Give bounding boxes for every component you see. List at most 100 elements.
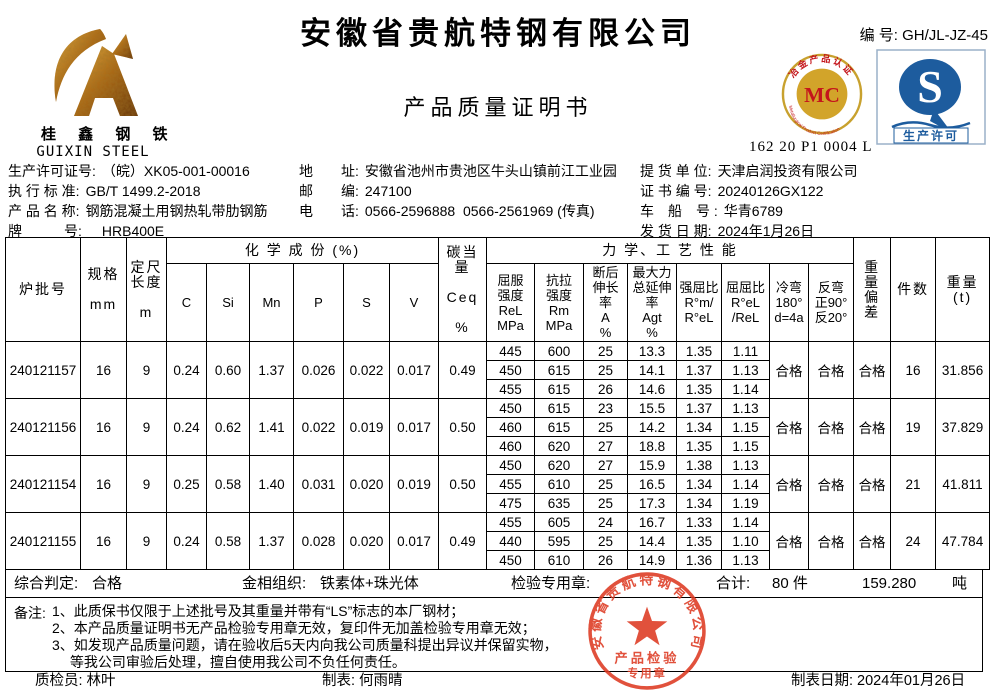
- mech-cell: 460: [486, 436, 535, 456]
- chem-cell: 0.60: [206, 341, 250, 399]
- mech-cell: 1.36: [676, 550, 722, 570]
- chem-cell: 0.017: [389, 341, 439, 399]
- length-cell: 9: [126, 455, 167, 513]
- chem-cell: 0.028: [293, 512, 344, 570]
- chem-cell: 0.020: [343, 512, 390, 570]
- qs-label: 生产许可: [903, 128, 959, 143]
- mech-cell: 635: [534, 493, 584, 513]
- mech-cell: 455: [486, 474, 535, 494]
- mech-cell: 24: [583, 512, 628, 532]
- info-label: 提 货 单 位:: [640, 163, 712, 179]
- chem-cell: 0.026: [293, 341, 344, 399]
- batch-cell: 240121155: [5, 512, 81, 570]
- mech-cell: 14.9: [627, 550, 677, 570]
- info-label: 邮 编:: [299, 183, 359, 199]
- mech-cell: 615: [534, 379, 584, 399]
- mech-cell: 1.13: [721, 360, 770, 380]
- col-rebend: 反弯 正90° 反20°: [807, 263, 855, 342]
- qs-production-license-icon: S 生产许可: [876, 49, 986, 145]
- mech-cell: 26: [583, 550, 628, 570]
- footer-row: 质检员: 林叶 制表: 何雨晴 制表日期: 2024年01月26日: [0, 668, 996, 694]
- info-value: 安徽省池州市贵池区牛头山镇前江工业园: [364, 163, 617, 179]
- col-v: V: [389, 263, 439, 342]
- mech-cell: 15.9: [627, 455, 677, 475]
- table-body: 240121157 16 9 0.24 0.60 1.37 0.026 0.022 0.017 0…: [5, 341, 991, 570]
- weight-dev-cell: 合格: [853, 512, 892, 570]
- col-ratio1: 强屈比 R°m/ R°eL: [676, 263, 722, 342]
- mech-cell: 1.35: [676, 531, 722, 551]
- mech-cell: 615: [534, 398, 584, 418]
- total-label: 合计:: [716, 575, 751, 592]
- ceq-cell: 0.49: [438, 512, 487, 570]
- company-title: 安徽省贵航特钢有限公司: [300, 16, 696, 51]
- batch-cell: 240121156: [5, 398, 81, 456]
- rebend-cell: 合格: [807, 512, 855, 570]
- mech-cell: 16.7: [627, 512, 677, 532]
- mech-cell: 610: [534, 550, 584, 570]
- mech-cell: 445: [486, 341, 535, 361]
- chem-cell: 0.58: [206, 512, 250, 570]
- note-line: 3、如发现产品质量问题，请在验收后5天内向我公司质量科提出异议并保留实物，: [52, 637, 558, 653]
- result-row: 475 635 25 17.3 1.34 1.19: [6, 493, 990, 513]
- logo-cn-text: 桂 鑫 钢 铁: [41, 126, 177, 143]
- mech-cell: 610: [534, 474, 584, 494]
- ceq-cell: 0.50: [438, 398, 487, 456]
- note-line: 2、本产品质量证明书无产品检验专用章无效，复印件无加盖检验专用章无效；: [52, 620, 536, 636]
- col-batch: 炉批号: [5, 237, 81, 342]
- mech-cell: 1.13: [721, 455, 770, 475]
- result-row: 460 615 25 14.2 1.34 1.15: [6, 417, 990, 437]
- batch-cell: 240121157: [5, 341, 81, 399]
- mech-cell: 450: [486, 455, 535, 475]
- mech-cell: 475: [486, 493, 535, 513]
- chem-cell: 0.020: [343, 455, 390, 513]
- mech-cell: 1.37: [676, 398, 722, 418]
- result-row: 460 620 27 18.8 1.35 1.15: [6, 436, 990, 456]
- spec-cell: 16: [80, 398, 127, 456]
- info-label: 电 话:: [299, 203, 359, 219]
- col-mn: Mn: [249, 263, 294, 342]
- chem-cell: 0.019: [343, 398, 390, 456]
- tabulator: 制表: 何雨晴: [322, 673, 403, 689]
- note-line: 1、此质保书仅限于上述批号及其重量并带有“LS”标志的本厂钢材；: [52, 603, 465, 619]
- mech-cell: 1.14: [721, 474, 770, 494]
- info-column-right: 提 货 单 位: 天津启润投资有限公司 证 书 编 号: 20240126GX122…: [640, 161, 858, 241]
- mech-cell: 450: [486, 398, 535, 418]
- mech-cell: 615: [534, 360, 584, 380]
- mech-cell: 25: [583, 493, 628, 513]
- header-row-groups: 炉批号 规格 mm 定尺 长度 m 化 学 成 份 (%) 碳当量 Ceq % …: [5, 237, 991, 342]
- qs-letter: S: [917, 61, 943, 112]
- rebend-cell: 合格: [807, 341, 855, 399]
- cold-bend-cell: 合格: [769, 455, 809, 513]
- col-ratio2: 屈屈比 R°eL /ReL: [721, 263, 770, 342]
- result-row: 240121155 16 9 0.24 0.58 1.37 0.028 0.020 0.017 0…: [5, 512, 991, 570]
- info-row: 地 址: 安徽省池州市贵池区牛头山镇前江工业园: [299, 161, 617, 181]
- pieces-cell: 24: [890, 512, 937, 570]
- mech-cell: 620: [534, 436, 584, 456]
- inspector: 质检员: 林叶: [35, 673, 116, 689]
- group-mechanical: 力 学、工 艺 性 能: [485, 237, 855, 264]
- chem-cell: 0.24: [166, 512, 207, 570]
- total-pieces: 80 件: [772, 575, 808, 592]
- result-row: 450 610 26 14.9 1.36 1.13: [6, 550, 990, 570]
- mech-cell: 1.34: [676, 474, 722, 494]
- info-label: 车 船 号 :: [640, 203, 718, 219]
- cold-bend-cell: 合格: [769, 341, 809, 399]
- col-length: 定尺 长度 m: [126, 237, 167, 342]
- length-cell: 9: [126, 341, 167, 399]
- info-label: 发 货 日 期:: [640, 223, 712, 239]
- cold-bend-cell: 合格: [769, 398, 809, 456]
- info-value: 0566-2596888 0566-2561969 (传真): [364, 203, 595, 219]
- total-weight: 159.280: [862, 575, 917, 592]
- result-row: 240121154 16 9 0.25 0.58 1.40 0.031 0.020 0.019 0…: [5, 455, 991, 513]
- info-label: 生产许可证号:: [8, 163, 96, 179]
- spec-cell: 16: [80, 341, 127, 399]
- mech-cell: 605: [534, 512, 584, 532]
- length-cell: 9: [126, 512, 167, 570]
- col-pieces: 件数: [890, 237, 937, 342]
- spec-cell: 16: [80, 455, 127, 513]
- pieces-cell: 16: [890, 341, 937, 399]
- weight-dev-cell: 合格: [853, 455, 892, 513]
- mech-cell: 620: [534, 455, 584, 475]
- seal-label: 检验专用章:: [511, 575, 591, 592]
- col-ceq: 碳当量 Ceq %: [438, 237, 487, 342]
